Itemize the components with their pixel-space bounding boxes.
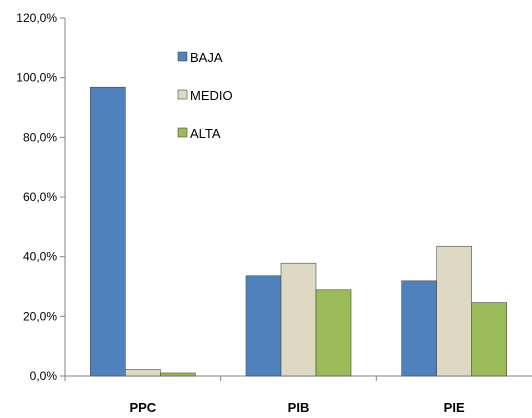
bar-baja-pie <box>401 280 437 377</box>
x-category-label: PIE <box>444 400 465 415</box>
x-category-label: PIB <box>288 400 310 415</box>
bar-alta-pib <box>315 289 352 377</box>
legend-label: BAJA <box>190 50 223 65</box>
legend-swatch-medio <box>177 89 188 100</box>
y-tick-label: 40,0% <box>23 250 57 264</box>
y-tick-label: 20,0% <box>23 309 57 323</box>
bar-alta-ppc <box>160 372 196 377</box>
legend-swatch-alta <box>177 127 188 138</box>
bar-medio-ppc <box>125 369 161 377</box>
x-category-label: PPC <box>129 400 156 415</box>
legend: BAJA MEDIO ALTA <box>177 50 233 141</box>
legend-label: MEDIO <box>190 88 233 103</box>
bar-baja-pib <box>245 275 282 377</box>
y-tick-label: 60,0% <box>23 190 57 204</box>
bar-baja-ppc <box>90 86 126 377</box>
y-tick-label: 0,0% <box>30 369 58 383</box>
legend-label: ALTA <box>190 126 221 141</box>
y-tick-labels: 0,0% 20,0% 40,0% 60,0% 80,0% 100,0% 120,0% <box>16 11 57 383</box>
y-tick-label: 80,0% <box>23 130 57 144</box>
bar-alta-pie <box>471 302 507 377</box>
legend-swatch-baja <box>177 51 188 62</box>
y-tick-label: 120,0% <box>16 11 57 25</box>
bar-medio-pib <box>280 262 317 377</box>
y-tick-label: 100,0% <box>16 71 57 85</box>
x-category-labels: PPC PIB PIE <box>129 400 464 415</box>
bars <box>90 86 507 377</box>
bar-medio-pie <box>436 245 472 377</box>
